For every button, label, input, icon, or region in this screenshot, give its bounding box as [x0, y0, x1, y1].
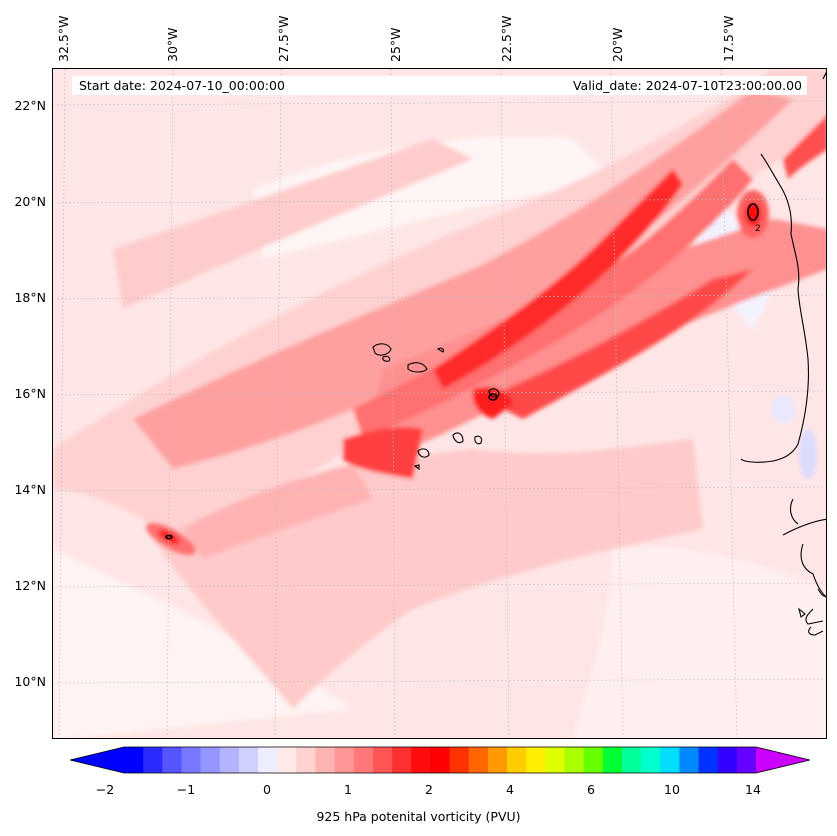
colorbar-segment: [143, 747, 163, 773]
colorbar-tick-label: −1: [176, 782, 196, 797]
longitude-label: 27.5°W: [276, 15, 291, 62]
colorbar-segment: [353, 747, 374, 773]
contour-value-label: 2: [755, 224, 761, 234]
colorbar-segment: [430, 747, 451, 773]
valid-date-text: Valid_date: 2024-07-10T23:00:00.00: [572, 78, 802, 93]
colorbar-segment: [468, 747, 489, 773]
colorbar-under-arrow: [70, 747, 124, 773]
colorbar-segment: [296, 747, 317, 773]
latitude-label: 22°N: [14, 98, 46, 113]
longitude-label: 17.5°W: [721, 15, 736, 62]
start-date-text: Start date: 2024-07-10_00:00:00: [79, 78, 285, 93]
colorbar-segment: [200, 747, 221, 773]
colorbar-segment: [679, 747, 700, 773]
pv-contour-lines: [165, 203, 759, 540]
colorbar-segment: [736, 747, 757, 773]
colorbar: [70, 746, 810, 774]
colorbar-segment: [372, 747, 393, 773]
colorbar-segment: [602, 747, 623, 773]
colorbar-label: 925 hPa potenital vorticity (PVU): [316, 809, 521, 824]
colorbar-segment: [449, 747, 470, 773]
latitude-label: 14°N: [14, 482, 46, 497]
longitude-label: 20°W: [610, 27, 625, 62]
colorbar-segment: [334, 747, 355, 773]
colorbar-tick-label: 1: [344, 782, 352, 797]
colorbar-tick-label: 2: [425, 782, 433, 797]
colorbar-tick-label: 0: [263, 782, 271, 797]
colorbar-segment: [641, 747, 661, 773]
longitude-label: 30°W: [165, 27, 180, 62]
longitude-label: 32.5°W: [56, 15, 71, 62]
pv-fill-layers: [53, 69, 826, 738]
colorbar-segment: [258, 747, 278, 773]
latitude-label: 16°N: [14, 386, 46, 401]
colorbar-segment: [277, 747, 297, 773]
latitude-label: 18°N: [14, 290, 46, 305]
colorbar-segment: [583, 747, 604, 773]
colorbar-segment: [315, 747, 336, 773]
latitude-label: 10°N: [14, 674, 46, 689]
colorbar-segment: [545, 747, 565, 773]
colorbar-segment: [411, 747, 431, 773]
colorbar-tick-label: 10: [664, 782, 680, 797]
colorbar-segment: [162, 747, 182, 773]
colorbar-segment: [621, 747, 642, 773]
colorbar-segment: [181, 747, 202, 773]
colorbar-segment: [717, 747, 738, 773]
pv-contour-map: 2: [53, 69, 826, 738]
colorbar-segment: [124, 747, 144, 773]
colorbar-segment: [238, 747, 259, 773]
colorbar-outline: [70, 746, 810, 774]
colorbar-segment: [564, 747, 585, 773]
map-panel: 2: [52, 68, 827, 739]
date-info-bar: [72, 76, 807, 95]
coastlines: [372, 71, 826, 636]
longitude-label: 22.5°W: [499, 15, 514, 62]
colorbar-over-arrow: [756, 747, 810, 773]
colorbar-tick-label: −2: [95, 782, 115, 797]
latitude-label: 12°N: [14, 578, 46, 593]
colorbar-segment: [507, 747, 527, 773]
longitude-label: 25°W: [388, 27, 403, 62]
colorbar-segment: [660, 747, 680, 773]
colorbar-segment: [526, 747, 546, 773]
colorbar-segment: [392, 747, 412, 773]
colorbar-tick-label: 4: [506, 782, 514, 797]
colorbar-segment: [219, 747, 240, 773]
colorbar-segment: [487, 747, 508, 773]
graticule: [53, 69, 826, 738]
colorbar-tick-label: 14: [745, 782, 761, 797]
colorbar-tick-label: 6: [587, 782, 595, 797]
colorbar-segment: [698, 747, 719, 773]
latitude-label: 20°N: [14, 194, 46, 209]
